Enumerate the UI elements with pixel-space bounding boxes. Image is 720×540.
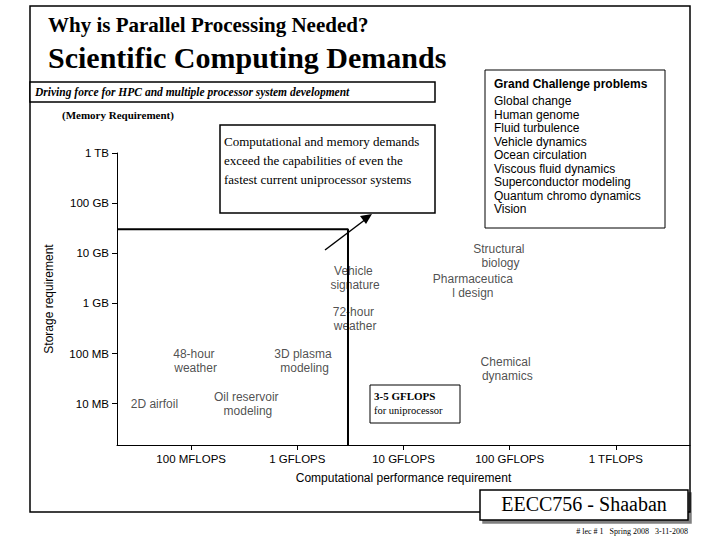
svg-text:100 GB: 100 GB: [70, 197, 109, 209]
svg-text:l design: l design: [452, 286, 493, 300]
svg-text:# lec # 1 Spring 2008 3-11: # lec # 1 Spring 2008 3-11-2008: [576, 527, 688, 536]
svg-text:3D plasma: 3D plasma: [274, 347, 335, 361]
svg-text:1 GB: 1 GB: [83, 297, 110, 309]
svg-text:Fluid turbulence: Fluid turbulence: [494, 121, 580, 135]
svg-text:72-hour: 72-hour: [333, 305, 378, 319]
svg-text:Grand Challenge problems: Grand Challenge problems: [494, 77, 648, 91]
svg-text:Viscous fluid dynamics: Viscous fluid dynamics: [494, 162, 615, 176]
svg-text:48-hour: 48-hour: [173, 347, 218, 361]
svg-text:Superconductor modeling: Superconductor modeling: [494, 175, 631, 189]
svg-text:3-5 GFLOPS: 3-5 GFLOPS: [374, 390, 435, 402]
svg-text:Why is Parallel Processing Nee: Why is Parallel Processing Needed?: [48, 13, 368, 37]
svg-text:10 MB: 10 MB: [76, 398, 110, 410]
svg-text:(Memory Requirement): (Memory Requirement): [62, 109, 174, 122]
svg-text:Quantum chromo dynamics: Quantum chromo dynamics: [494, 189, 641, 203]
svg-text:Driving force for HPC and mult: Driving force for HPC and multiple proce…: [34, 86, 350, 99]
svg-text:Storage requirement: Storage requirement: [42, 244, 56, 354]
svg-text:EECC756 - Shaaban: EECC756 - Shaaban: [501, 493, 667, 515]
svg-text:1 TFLOPS: 1 TFLOPS: [589, 453, 643, 465]
svg-text:modeling: modeling: [220, 404, 272, 418]
svg-text:weather: weather: [333, 319, 377, 333]
svg-text:Computational performance requ: Computational performance requirement: [296, 471, 512, 485]
svg-text:modeling: modeling: [280, 361, 329, 375]
svg-text:1 TB: 1 TB: [85, 147, 109, 159]
svg-text:100 MFLOPS: 100 MFLOPS: [156, 453, 226, 465]
svg-text:weather: weather: [173, 361, 217, 375]
svg-text:signature: signature: [330, 278, 380, 292]
svg-text:Oil reservoir: Oil reservoir: [214, 390, 279, 404]
svg-text:100 GFLOPS: 100 GFLOPS: [475, 453, 544, 465]
svg-text:Vehicle: Vehicle: [334, 264, 376, 278]
svg-text:10 GB: 10 GB: [76, 247, 109, 259]
svg-text:dynamics: dynamics: [482, 369, 533, 383]
svg-text:Vision: Vision: [494, 202, 526, 216]
svg-text:Global change: Global change: [494, 94, 572, 108]
svg-text:1 GFLOPS: 1 GFLOPS: [269, 453, 326, 465]
svg-text:2D airfoil: 2D airfoil: [131, 397, 178, 411]
svg-text:10 GFLOPS: 10 GFLOPS: [372, 453, 435, 465]
svg-text:exceed the capabilities of eve: exceed the capabilities of even the: [224, 153, 406, 168]
svg-text:for uniprocessor: for uniprocessor: [374, 405, 443, 416]
svg-text:Vehicle dynamics: Vehicle dynamics: [494, 135, 587, 149]
svg-text:Pharmaceutica: Pharmaceutica: [433, 272, 513, 286]
svg-text:fastest current uniprocessor s: fastest current uniprocessor systems: [224, 172, 411, 187]
svg-text:Computational and memory deman: Computational and memory demands: [224, 134, 423, 149]
svg-text:Human genome: Human genome: [494, 108, 580, 122]
svg-text:100 MB: 100 MB: [69, 348, 109, 360]
svg-text:biology: biology: [481, 256, 519, 270]
svg-text:Ocean circulation: Ocean circulation: [494, 148, 587, 162]
svg-text:Structural: Structural: [473, 242, 528, 256]
svg-text:Chemical: Chemical: [481, 355, 534, 369]
svg-text:Scientific Computing Demands: Scientific Computing Demands: [48, 41, 446, 74]
